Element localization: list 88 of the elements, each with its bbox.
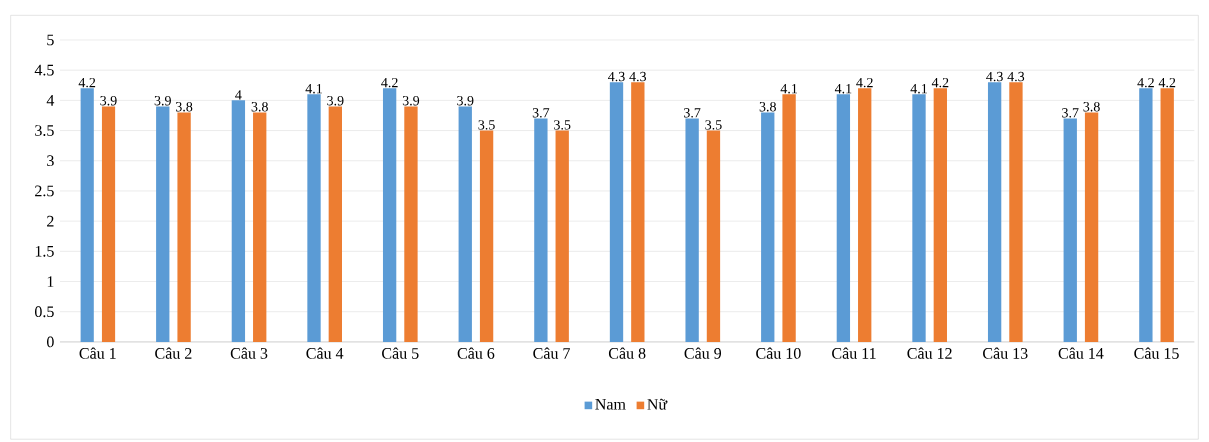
data-label: 4.1 [305, 84, 322, 94]
data-label: 4.2 [381, 77, 398, 88]
bar [80, 88, 94, 342]
bar [156, 106, 170, 342]
y-tick-label: 5 [47, 34, 54, 46]
bar [1009, 82, 1023, 342]
x-tick-label: Câu 3 [230, 347, 268, 359]
y-tick-label: 4.5 [34, 64, 54, 76]
data-label: 3.9 [457, 96, 474, 106]
y-tick-label: 1.5 [35, 246, 54, 257]
bar [177, 112, 191, 342]
y-tick-label: 0.5 [35, 306, 54, 318]
x-tick-label: Câu 13 [983, 347, 1028, 359]
data-label: 3.8 [759, 102, 776, 112]
y-tick-label: 2.5 [35, 185, 54, 197]
data-label: 3.8 [1083, 102, 1100, 112]
bar [555, 130, 569, 342]
x-tick-label: Câu 10 [756, 347, 801, 359]
y-tick-label: 2 [47, 215, 54, 227]
y-tick-label: 0 [47, 336, 54, 348]
data-label: 4.1 [780, 84, 797, 94]
data-label: 4.3 [986, 71, 1003, 82]
bar [534, 118, 548, 342]
data-label: 3.8 [176, 102, 193, 112]
data-label: 4.2 [856, 77, 873, 88]
data-label: 3.5 [478, 120, 495, 130]
data-label: 3.9 [402, 96, 420, 106]
x-tick-label: Câu 7 [533, 347, 570, 359]
data-label: 3.9 [154, 96, 171, 106]
bar [858, 88, 872, 342]
data-label: 3.7 [1062, 108, 1079, 118]
bar [231, 100, 246, 342]
data-label: 4.3 [608, 71, 625, 82]
bar [382, 88, 397, 342]
y-tick-label: 1 [47, 276, 54, 287]
data-label: 3.5 [705, 120, 722, 130]
data-label: 4.3 [1007, 71, 1025, 82]
x-tick-label: Câu 14 [1058, 347, 1104, 359]
data-label: 4.2 [1158, 77, 1176, 88]
x-tick-label: Câu 11 [832, 347, 876, 359]
data-label: 4.1 [910, 84, 927, 94]
data-label: 3.5 [554, 120, 571, 130]
legend-label: Nữ [647, 398, 668, 410]
data-label: 4.2 [931, 77, 949, 88]
data-label: 4.3 [629, 71, 647, 82]
x-tick-label: Câu 1 [79, 347, 116, 359]
bar [1063, 118, 1077, 342]
y-tick-label: 4 [46, 95, 55, 106]
bar [404, 106, 418, 342]
bar [1084, 112, 1099, 342]
data-label: 4.2 [1137, 77, 1154, 88]
x-tick-label: Câu 2 [155, 347, 192, 359]
bar [987, 82, 1002, 342]
x-tick-label: Câu 5 [382, 347, 419, 359]
y-tick-label: 3.5 [35, 125, 54, 137]
x-tick-label: Câu 6 [457, 347, 495, 359]
bar [101, 106, 116, 342]
data-label: 3.9 [100, 96, 117, 106]
y-tick-label: 3 [47, 155, 54, 167]
bar [706, 130, 721, 342]
data-label: 4.2 [78, 77, 96, 88]
x-tick-label: Câu 8 [608, 347, 646, 359]
data-label: 3.7 [532, 108, 550, 118]
data-label: 4 [235, 90, 242, 100]
bar [1139, 88, 1153, 342]
bar [479, 130, 494, 342]
bar [912, 94, 926, 342]
x-tick-label: Câu 9 [684, 347, 722, 359]
bar [458, 106, 472, 342]
x-tick-label: Câu 4 [306, 347, 344, 359]
data-label: 3.7 [684, 108, 701, 118]
bar [782, 94, 796, 342]
bar [933, 88, 947, 342]
bar [253, 112, 267, 342]
bar [328, 106, 342, 342]
bar [609, 82, 624, 342]
x-tick-label: Câu 15 [1134, 347, 1179, 359]
bar [307, 94, 321, 342]
data-label: 3.8 [251, 102, 268, 112]
bar [1160, 88, 1174, 342]
bar [631, 82, 645, 342]
bar [761, 112, 775, 342]
bar [685, 118, 699, 342]
x-tick-label: Câu 12 [907, 347, 952, 359]
legend-label: Nam [595, 399, 626, 410]
data-label: 3.9 [327, 96, 344, 106]
data-label: 4.1 [834, 84, 852, 94]
bar [836, 94, 851, 342]
